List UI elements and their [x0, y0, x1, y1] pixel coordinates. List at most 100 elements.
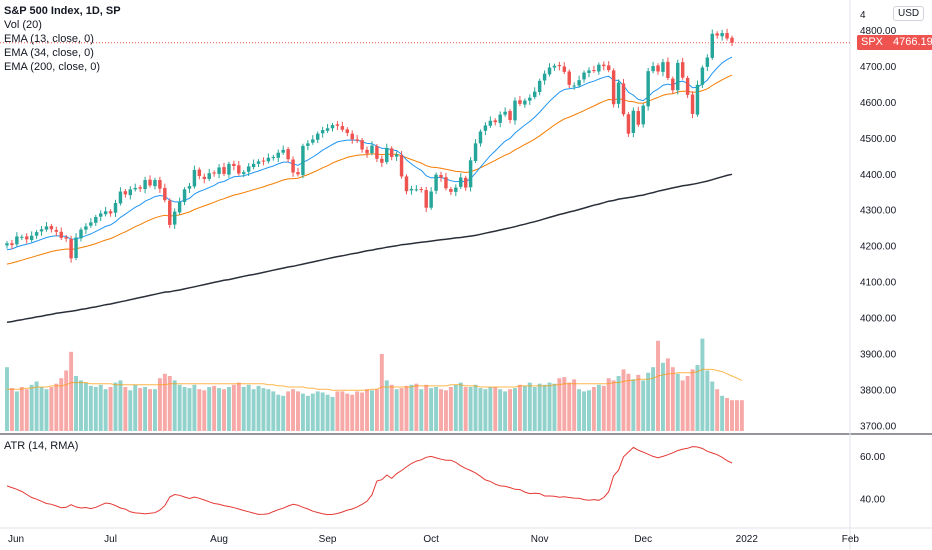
volume-bar [172, 380, 177, 431]
candle-body [542, 73, 547, 81]
ema13-indicator-label[interactable]: EMA (13, close, 0) [4, 33, 94, 45]
volume-bar [103, 389, 108, 431]
volume-bar [39, 387, 44, 431]
volume-bar [236, 382, 241, 431]
candle-body [459, 177, 463, 187]
ema200-line [6, 173, 733, 324]
volume-bar [79, 380, 83, 431]
volume-bar [19, 387, 24, 431]
volume-bar [246, 384, 251, 431]
volume-bar [424, 384, 429, 431]
candle-body [705, 57, 710, 67]
volume-bar [730, 400, 734, 431]
candle-body [256, 161, 261, 164]
candle-body [611, 70, 616, 105]
volume-bar [212, 385, 217, 431]
candle-body [518, 100, 522, 104]
candle-body [330, 125, 335, 129]
volume-bar [291, 389, 296, 431]
volume-bar [108, 387, 113, 431]
time-tick-label: Feb [842, 534, 860, 545]
volume-bar [83, 382, 88, 431]
candle-body [715, 33, 719, 36]
candle-body [207, 173, 211, 179]
last-price-value: 4766.19 [887, 35, 932, 51]
volume-bar [118, 380, 123, 431]
candle-body [385, 148, 389, 163]
candle-body [320, 130, 325, 134]
candle-body [666, 61, 670, 78]
volume-bar [463, 387, 468, 431]
volume-bar [725, 398, 730, 431]
ema34-indicator-label[interactable]: EMA (34, close, 0) [4, 47, 94, 59]
volume-bar [24, 389, 29, 431]
candle-body [168, 200, 172, 225]
candle-body [212, 172, 216, 174]
candle-body [237, 165, 241, 174]
candle-body [557, 65, 562, 67]
candle-body [246, 166, 251, 172]
volume-bar [582, 391, 587, 431]
candle-body [34, 232, 39, 236]
volume-bar [547, 382, 552, 431]
candle-body [163, 187, 167, 201]
volume-bar [448, 387, 453, 431]
volume-bar [296, 391, 300, 431]
volume-bar [157, 378, 162, 431]
volume-bar [552, 383, 557, 431]
candle-body [59, 231, 63, 238]
volume-bar [305, 395, 310, 431]
candle-body [276, 152, 280, 158]
ema200-indicator-label[interactable]: EMA (200, close, 0) [4, 61, 100, 73]
candle-body [468, 160, 473, 188]
volume-bar [690, 369, 695, 431]
volume-indicator-label[interactable]: Vol (20) [4, 19, 42, 31]
volume-bar [488, 387, 493, 431]
candle-body [661, 62, 665, 72]
candle-body [187, 186, 192, 189]
candle-body [10, 243, 14, 246]
candle-body [251, 163, 256, 168]
volume-bar [162, 373, 167, 431]
candle-body [222, 167, 226, 174]
volume-bar [508, 389, 513, 431]
price-tick-label: 3800.00 [860, 385, 897, 396]
candle-body [217, 167, 221, 174]
volume-bar [419, 389, 424, 431]
volume-bar [44, 389, 49, 431]
candle-body [39, 229, 44, 232]
atr-tick-label: 60.00 [860, 452, 885, 463]
volume-bar [374, 389, 379, 431]
candle-body [513, 100, 517, 121]
candle-body [621, 83, 626, 115]
candle-body [340, 126, 345, 130]
volume-bar [572, 379, 577, 431]
candle-body [315, 133, 320, 140]
candle-body [498, 114, 502, 123]
volume-bar [9, 388, 14, 431]
candle-body [700, 67, 705, 85]
volume-bar [340, 391, 345, 431]
candle-body [64, 237, 68, 239]
chart-legend: S&P 500 Index, 1D, SP Vol (20) EMA (13, … [4, 4, 121, 74]
candle-body [429, 191, 433, 208]
volume-bar [715, 389, 720, 431]
volume-bar [734, 400, 739, 431]
currency-badge[interactable]: USD [893, 6, 925, 21]
volume-bar [217, 388, 222, 431]
volume-bar [660, 362, 665, 431]
time-tick-label: 2022 [736, 534, 759, 545]
time-tick-label: Nov [531, 534, 549, 545]
candle-body [636, 111, 641, 125]
volume-bar [562, 377, 567, 431]
atr-indicator-label[interactable]: ATR (14, RMA) [4, 440, 79, 452]
volume-bar [266, 389, 271, 431]
volume-bar [680, 380, 685, 431]
atr-tick-label: 40.00 [860, 495, 885, 506]
candle-body [454, 187, 458, 192]
volume-bar [532, 387, 537, 431]
volume-bar [133, 384, 138, 431]
price-tick-label: 4100.00 [860, 278, 897, 289]
candle-body [503, 111, 507, 115]
